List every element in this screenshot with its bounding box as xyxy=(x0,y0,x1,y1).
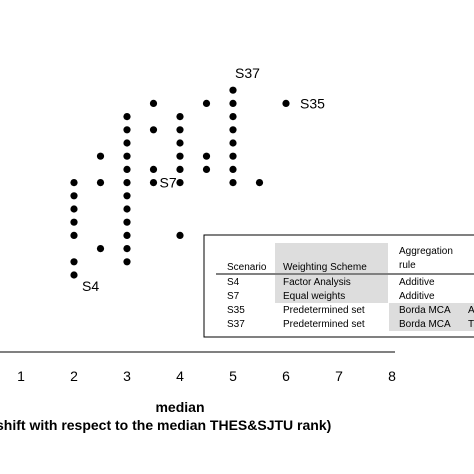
data-points xyxy=(70,86,290,279)
data-point xyxy=(176,139,184,147)
table-cell: Additive xyxy=(399,277,435,288)
data-point xyxy=(70,192,78,200)
data-point xyxy=(96,152,105,160)
table-cell: Predetermined set xyxy=(283,319,365,330)
table-cell: Equal weights xyxy=(283,291,345,302)
data-point xyxy=(123,205,131,213)
data-point xyxy=(96,245,105,253)
data-point xyxy=(123,126,131,134)
data-point xyxy=(123,245,131,253)
data-point xyxy=(229,139,237,147)
data-point xyxy=(123,192,131,200)
data-point xyxy=(123,139,131,147)
table-header-highlight xyxy=(275,243,388,273)
table-cell: Borda MCA xyxy=(399,319,451,330)
data-point xyxy=(123,152,131,160)
data-point xyxy=(149,165,158,173)
inset-table: Scenario Weighting Scheme Aggregation rule S… xyxy=(203,234,474,338)
table-cell: Additive xyxy=(399,291,435,302)
table-cell: S7 xyxy=(227,291,240,302)
x-axis-subtitle: shift with respect to the median THES&SJ… xyxy=(0,417,331,433)
data-point xyxy=(229,152,237,160)
x-tick-label: 6 xyxy=(282,368,290,384)
data-point xyxy=(202,165,211,173)
point-label: S35 xyxy=(300,95,325,111)
data-point xyxy=(70,271,78,279)
x-axis-title: median xyxy=(155,399,204,415)
data-point xyxy=(123,113,131,121)
data-point xyxy=(229,113,237,121)
data-point xyxy=(123,231,131,239)
data-point xyxy=(149,179,158,187)
data-point xyxy=(70,258,78,266)
data-point xyxy=(70,218,78,226)
point-label: S7 xyxy=(160,175,177,191)
data-point xyxy=(149,99,158,107)
data-point xyxy=(282,99,290,107)
x-tick-label: 3 xyxy=(123,368,131,384)
data-point xyxy=(70,205,78,213)
x-tick-label: 8 xyxy=(388,368,396,384)
table-cell: S37 xyxy=(227,319,245,330)
data-point xyxy=(176,126,184,134)
data-point xyxy=(176,152,184,160)
data-point xyxy=(123,258,131,266)
table-cell: Scenario xyxy=(227,262,267,273)
x-tick-label: 4 xyxy=(176,368,184,384)
point-label: S4 xyxy=(82,278,99,294)
table-cell: Factor Analysis xyxy=(283,277,351,288)
data-point xyxy=(149,126,158,134)
table-cell: A xyxy=(468,305,474,316)
table-cell: Predetermined set xyxy=(283,305,365,316)
data-point xyxy=(229,126,237,134)
data-point xyxy=(123,218,131,226)
table-cell-highlight xyxy=(275,275,388,303)
data-point xyxy=(70,231,78,239)
data-point xyxy=(255,179,264,187)
table-header-cell: Aggregation rule xyxy=(399,246,453,271)
data-point xyxy=(123,179,131,187)
data-point xyxy=(229,99,237,107)
x-tick-label: 1 xyxy=(17,368,25,384)
x-axis-ticks: 1 2 3 4 5 6 7 8 xyxy=(17,368,396,384)
point-labels: S4 S7 S37 S35 xyxy=(82,65,325,294)
data-point xyxy=(96,179,105,187)
table-cell: S35 xyxy=(227,305,245,316)
table-cell-highlight xyxy=(389,303,474,331)
x-tick-label: 5 xyxy=(229,368,237,384)
data-point xyxy=(176,231,184,239)
data-point xyxy=(176,179,184,187)
data-point xyxy=(176,113,184,121)
data-point xyxy=(70,179,78,187)
data-point xyxy=(202,152,211,160)
table-cell: T xyxy=(468,319,474,330)
data-point xyxy=(229,165,237,173)
data-point xyxy=(123,165,131,173)
table-cell: Weighting Scheme xyxy=(283,262,367,273)
data-point xyxy=(229,86,237,94)
point-label: S37 xyxy=(235,65,260,81)
table-cell: Borda MCA xyxy=(399,305,451,316)
table-cell: S4 xyxy=(227,277,240,288)
data-point xyxy=(202,99,211,107)
x-tick-label: 2 xyxy=(70,368,78,384)
x-tick-label: 7 xyxy=(335,368,343,384)
data-point xyxy=(229,179,237,187)
data-point xyxy=(176,165,184,173)
